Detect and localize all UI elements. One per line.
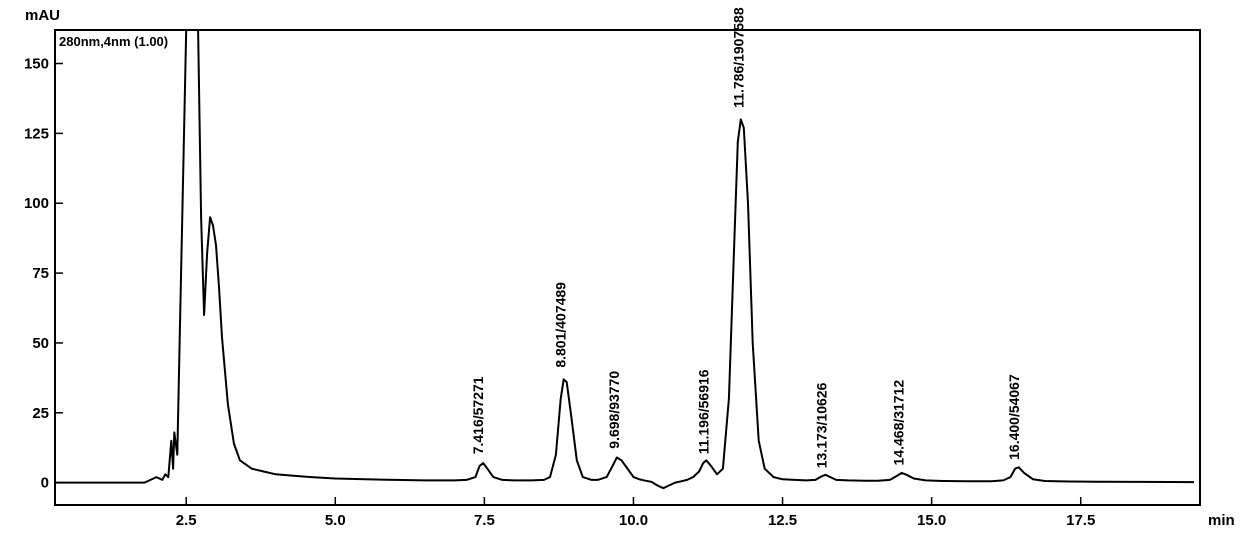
y-tick-label: 150 bbox=[24, 56, 49, 73]
x-tick-label: 2.5 bbox=[176, 512, 197, 529]
peak-label: 13.173/10626 bbox=[813, 382, 829, 468]
y-tick-label: 100 bbox=[24, 195, 49, 212]
chromatogram-chart: 0 25 50 75 100 125 150 2.5 5.0 7.5 10.0 12.5 15.0 17.… bbox=[0, 0, 1240, 546]
y-axis-label: mAU bbox=[25, 7, 60, 24]
x-tick-label: 15.0 bbox=[917, 512, 946, 529]
y-tick-label: 0 bbox=[41, 475, 49, 492]
plot-border bbox=[55, 30, 1200, 505]
peak-label: 8.801/407489 bbox=[553, 282, 569, 368]
x-tick-label: 10.0 bbox=[619, 512, 648, 529]
chart-svg: 0 25 50 75 100 125 150 2.5 5.0 7.5 10.0 12.5 15.0 17.… bbox=[0, 0, 1240, 546]
x-tick-label: 5.0 bbox=[325, 512, 346, 529]
peak-label: 14.468/31712 bbox=[891, 380, 907, 466]
x-axis-label: min bbox=[1208, 512, 1235, 529]
chromatogram-trace bbox=[55, 30, 1194, 488]
y-tick-label: 50 bbox=[32, 335, 49, 352]
peak-label: 16.400/54067 bbox=[1006, 374, 1022, 460]
peak-label-group: 14.468/31712 bbox=[891, 380, 907, 466]
y-tick-label: 75 bbox=[32, 265, 49, 282]
x-tick-label: 17.5 bbox=[1066, 512, 1095, 529]
peak-label-group: 7.416/57271 bbox=[470, 376, 486, 454]
peak-label-group: 9.698/93770 bbox=[606, 371, 622, 449]
peak-label-group: 8.801/407489 bbox=[553, 282, 569, 368]
peak-label-group: 11.786/1907588 bbox=[731, 7, 747, 108]
y-tick-label: 25 bbox=[32, 405, 49, 422]
peak-label: 11.786/1907588 bbox=[731, 7, 747, 108]
peak-label-group: 13.173/10626 bbox=[813, 382, 829, 468]
y-tick-label: 125 bbox=[24, 125, 49, 142]
x-tick-label: 12.5 bbox=[768, 512, 797, 529]
detector-label: 280nm,4nm (1.00) bbox=[59, 34, 168, 49]
peak-label-group: 11.196/56916 bbox=[695, 369, 711, 454]
peak-label: 7.416/57271 bbox=[470, 376, 486, 454]
x-tick-label: 7.5 bbox=[474, 512, 495, 529]
peak-label: 9.698/93770 bbox=[606, 371, 622, 449]
peak-label-group: 16.400/54067 bbox=[1006, 374, 1022, 460]
peak-label: 11.196/56916 bbox=[695, 369, 711, 454]
